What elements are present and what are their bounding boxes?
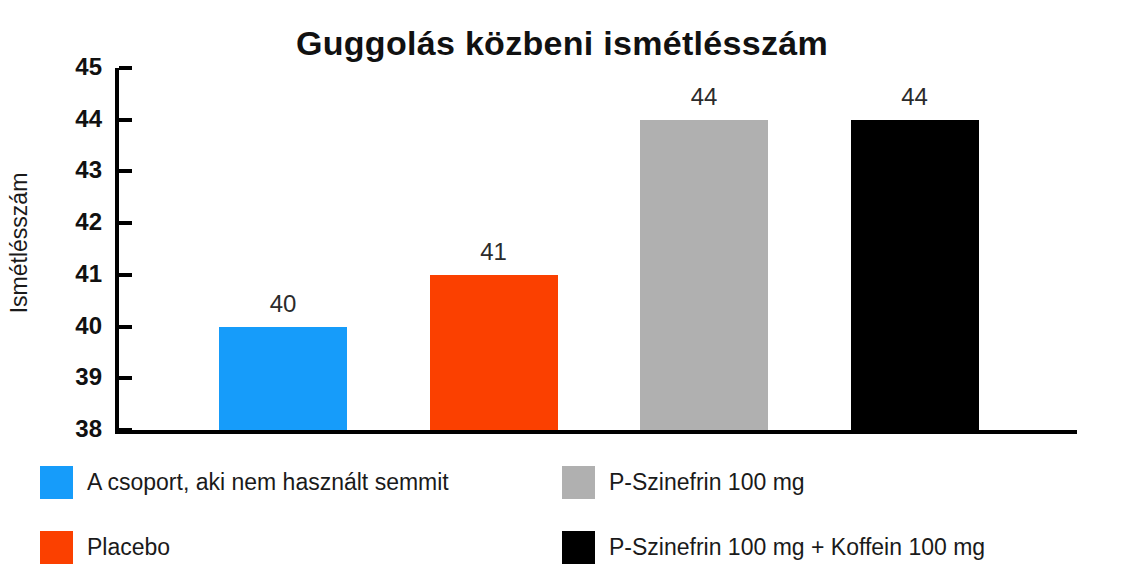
legend-swatch-icon [40, 531, 73, 564]
legend-item-label: P-Szinefrin 100 mg [609, 469, 805, 496]
plot-area: 40 41 44 44 [115, 68, 1077, 434]
y-tick-label: 45 [30, 53, 102, 81]
bar-value-label: 44 [865, 83, 965, 111]
bar-chart: Guggolás közbeni ismétlésszám Ismétléssz… [0, 0, 1124, 588]
y-tick-label: 41 [30, 260, 102, 288]
y-tick-label: 40 [30, 312, 102, 340]
y-axis-label: Ismétlésszám [6, 173, 33, 314]
y-tick-mark [119, 66, 132, 70]
bar-4 [851, 120, 979, 430]
legend-item: Placebo [40, 531, 170, 564]
y-tick-label: 44 [30, 105, 102, 133]
legend-item: A csoport, aki nem használt semmit [40, 466, 449, 499]
y-tick-mark [119, 118, 132, 122]
y-tick-mark [119, 221, 132, 225]
bar-value-label: 40 [233, 290, 333, 318]
y-tick-mark [119, 376, 132, 380]
bar-3 [640, 120, 768, 430]
y-tick-mark [119, 428, 132, 432]
y-tick-label: 42 [30, 208, 102, 236]
y-tick-label: 39 [30, 363, 102, 391]
bar-value-label: 41 [444, 238, 544, 266]
y-tick-mark [119, 273, 132, 277]
y-tick-mark [119, 169, 132, 173]
legend-item: P-Szinefrin 100 mg + Koffein 100 mg [562, 531, 985, 564]
y-tick-label: 43 [30, 156, 102, 184]
legend-item-label: Placebo [87, 534, 170, 561]
legend-item-label: P-Szinefrin 100 mg + Koffein 100 mg [609, 534, 985, 561]
chart-title: Guggolás közbeni ismétlésszám [0, 24, 1124, 63]
y-tick-label: 38 [30, 415, 102, 443]
legend-item: P-Szinefrin 100 mg [562, 466, 805, 499]
bar-value-label: 44 [654, 83, 754, 111]
bar-1 [219, 327, 347, 430]
y-tick-mark [119, 325, 132, 329]
legend-item-label: A csoport, aki nem használt semmit [87, 469, 449, 496]
legend-swatch-icon [40, 466, 73, 499]
legend-swatch-icon [562, 531, 595, 564]
legend-swatch-icon [562, 466, 595, 499]
bar-2 [430, 275, 558, 430]
